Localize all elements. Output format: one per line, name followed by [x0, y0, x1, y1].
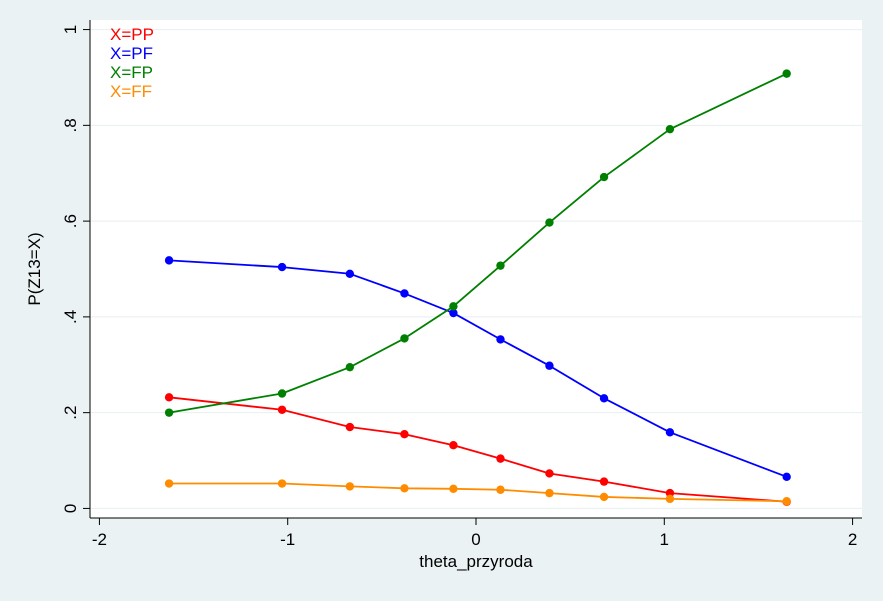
data-point	[496, 454, 505, 463]
data-point	[496, 261, 505, 270]
data-point	[782, 69, 791, 78]
series-line	[168, 396, 787, 503]
data-point	[449, 441, 458, 450]
data-point	[277, 479, 287, 488]
data-point	[400, 484, 409, 493]
data-point	[277, 389, 287, 398]
series-line	[168, 72, 788, 414]
y-tick-label: 0	[61, 504, 80, 513]
x-tick-label: -1	[280, 530, 295, 549]
data-point	[345, 269, 355, 278]
data-point	[665, 488, 675, 498]
x-tick-label: 2	[848, 530, 857, 549]
data-point	[599, 477, 609, 486]
gridlines	[91, 29, 862, 509]
y-axis-label: P(Z13=X)	[25, 232, 44, 305]
data-point	[345, 362, 355, 372]
data-point	[545, 218, 554, 227]
data-point	[599, 394, 609, 403]
data-point	[400, 430, 409, 439]
data-point	[599, 172, 609, 182]
data-point	[665, 124, 675, 134]
data-point	[782, 472, 791, 482]
x-tick-label: -2	[92, 530, 107, 549]
data-point	[545, 361, 554, 370]
series-x-fp	[164, 69, 791, 417]
data-point	[449, 302, 458, 311]
data-point	[164, 256, 174, 265]
data-point	[164, 393, 174, 402]
data-point	[345, 422, 355, 432]
y-tick-label: .4	[61, 310, 80, 324]
data-point	[164, 479, 174, 488]
data-point	[400, 289, 409, 298]
y-tick-label: .6	[61, 214, 80, 228]
data-point	[665, 494, 675, 504]
series	[164, 69, 791, 506]
data-point	[782, 497, 791, 506]
data-point	[277, 262, 287, 272]
data-point	[496, 485, 505, 494]
series-x-pf	[164, 256, 791, 482]
series-x-ff	[164, 479, 791, 506]
data-point	[164, 408, 174, 417]
axes	[83, 20, 862, 525]
plot-area	[90, 20, 862, 518]
legend-entry: X=PP	[110, 25, 154, 44]
data-point	[277, 405, 287, 414]
data-point	[400, 334, 409, 343]
x-tick-label: 0	[471, 530, 480, 549]
legend-entry: X=FF	[110, 82, 152, 101]
x-tick-label: 1	[660, 530, 669, 549]
legend: X=PPX=PFX=FPX=FF	[110, 25, 154, 101]
data-point	[545, 469, 554, 478]
data-point	[449, 484, 458, 493]
series-line	[169, 259, 788, 478]
y-tick-label: .2	[61, 406, 80, 420]
x-axis-label: theta_przyroda	[419, 552, 533, 571]
data-point	[496, 335, 505, 344]
series-line	[169, 482, 787, 503]
y-tick-label: .8	[61, 118, 80, 132]
data-point	[599, 492, 609, 502]
legend-entry: X=PF	[110, 44, 153, 63]
tick-labels: 0 .2 .4 .6 .8 1 -2 -1 0 1 2	[61, 25, 857, 549]
data-point	[449, 308, 458, 318]
legend-entry: X=FP	[110, 63, 153, 82]
data-point	[545, 488, 554, 498]
data-point	[345, 482, 355, 491]
y-tick-label: 1	[61, 25, 80, 34]
data-point	[665, 428, 675, 437]
